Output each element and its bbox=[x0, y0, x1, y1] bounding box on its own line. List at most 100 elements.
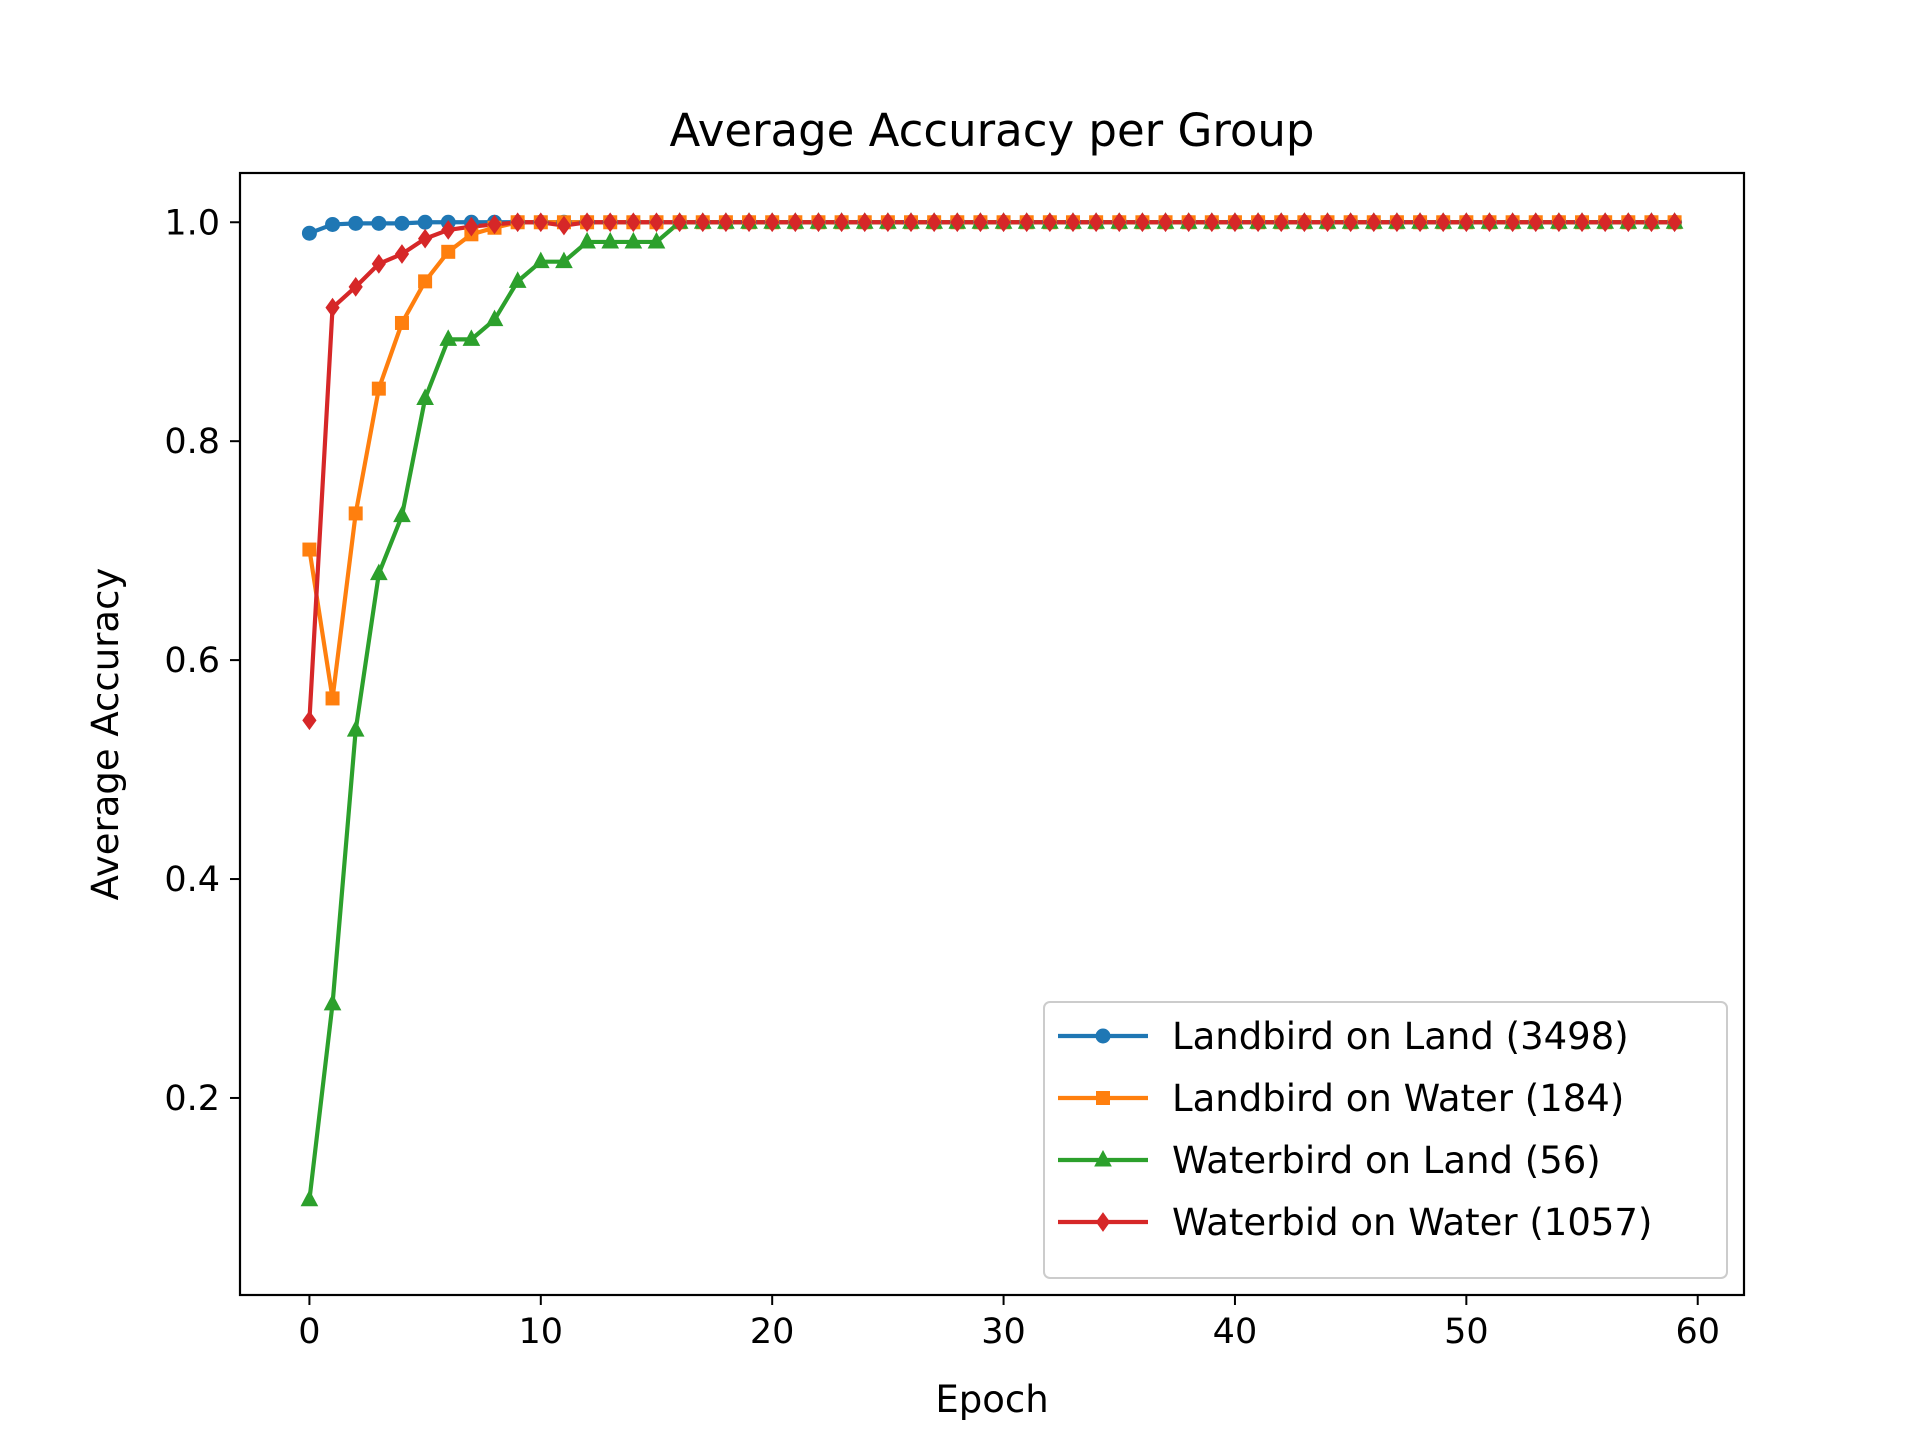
data-point-s3-7 bbox=[462, 329, 481, 346]
data-point-s4-11 bbox=[556, 215, 572, 236]
data-point-s2-5 bbox=[418, 274, 433, 289]
data-point-s4-4 bbox=[394, 244, 410, 264]
data-point-s4-44 bbox=[1320, 212, 1335, 233]
data-point-s4-45 bbox=[1343, 212, 1358, 233]
x-tick-label: 40 bbox=[1213, 1312, 1258, 1352]
x-tick-label: 20 bbox=[750, 1312, 795, 1352]
data-point-s4-13 bbox=[603, 212, 618, 233]
data-point-s2-3 bbox=[371, 381, 386, 396]
data-point-s3-10 bbox=[531, 251, 550, 269]
data-point-s4-36 bbox=[1135, 212, 1150, 233]
data-point-s4-18 bbox=[718, 212, 734, 233]
data-point-s4-49 bbox=[1436, 212, 1451, 233]
data-point-s4-37 bbox=[1158, 212, 1173, 233]
x-tick-label: 30 bbox=[981, 1312, 1026, 1352]
data-point-s3-0 bbox=[300, 1189, 319, 1207]
data-point-s4-46 bbox=[1366, 212, 1381, 233]
legend-label-1: Landbird on Land (3498) bbox=[1172, 1015, 1629, 1058]
data-point-s4-25 bbox=[880, 212, 895, 233]
data-point-s4-55 bbox=[1574, 212, 1590, 233]
data-point-s2-0 bbox=[302, 542, 317, 557]
data-point-s4-3 bbox=[371, 254, 386, 274]
data-point-s1-2 bbox=[348, 215, 364, 231]
data-point-s4-9 bbox=[510, 212, 525, 233]
data-point-s4-43 bbox=[1297, 212, 1312, 233]
data-point-s3-12 bbox=[578, 231, 596, 249]
data-point-s4-39 bbox=[1204, 212, 1219, 233]
x-tick-label: 0 bbox=[298, 1312, 320, 1352]
data-point-s3-1 bbox=[323, 993, 342, 1011]
data-point-s4-12 bbox=[579, 212, 595, 233]
data-point-s1-3 bbox=[371, 215, 387, 231]
data-point-s4-21 bbox=[788, 212, 803, 233]
x-axis-ticks: 0 10 20 30 40 50 60 bbox=[298, 1295, 1720, 1352]
y-tick-label: 0.4 bbox=[164, 860, 220, 900]
data-point-s4-32 bbox=[1042, 212, 1057, 233]
data-point-s4-52 bbox=[1505, 212, 1520, 233]
data-point-s4-42 bbox=[1274, 212, 1289, 233]
data-point-s4-24 bbox=[857, 212, 872, 233]
data-point-s4-27 bbox=[927, 212, 942, 233]
data-point-s4-19 bbox=[741, 212, 757, 233]
x-axis-label: Epoch bbox=[935, 1378, 1048, 1421]
series-markers bbox=[300, 212, 1684, 1207]
data-point-s4-15 bbox=[649, 212, 664, 233]
data-point-s4-14 bbox=[626, 212, 641, 233]
legend-label-3: Waterbird on Land (56) bbox=[1172, 1139, 1601, 1182]
data-point-s4-51 bbox=[1482, 212, 1497, 233]
y-tick-label: 0.6 bbox=[164, 641, 220, 681]
legend-marker-1 bbox=[1095, 1028, 1111, 1044]
data-point-s4-40 bbox=[1227, 212, 1243, 233]
y-tick-label: 1.0 bbox=[164, 203, 220, 243]
legend-box bbox=[1043, 1001, 1728, 1279]
data-point-s4-50 bbox=[1459, 212, 1474, 233]
data-point-s3-9 bbox=[508, 271, 527, 288]
plot-frame bbox=[238, 171, 1746, 1297]
data-point-s4-35 bbox=[1112, 212, 1127, 233]
y-tick-label: 0.2 bbox=[164, 1079, 220, 1119]
data-point-s4-17 bbox=[695, 212, 710, 233]
data-point-s4-41 bbox=[1250, 212, 1266, 233]
data-point-s2-6 bbox=[441, 244, 456, 259]
data-point-s3-13 bbox=[601, 231, 620, 249]
legend-label-2: Landbird on Water (184) bbox=[1172, 1077, 1624, 1120]
data-point-s3-6 bbox=[439, 329, 458, 346]
data-point-s4-31 bbox=[1019, 212, 1034, 233]
legend-marker-4 bbox=[1095, 1212, 1111, 1232]
data-point-s4-6 bbox=[441, 220, 456, 240]
data-point-s3-5 bbox=[416, 388, 434, 405]
data-point-s4-20 bbox=[765, 212, 780, 233]
data-point-s4-58 bbox=[1644, 212, 1659, 233]
legend-label-4: Waterbid on Water (1057) bbox=[1172, 1201, 1652, 1244]
data-point-s4-26 bbox=[903, 212, 919, 233]
data-point-s4-59 bbox=[1667, 212, 1682, 233]
y-axis-label: Average Accuracy bbox=[84, 568, 127, 901]
x-tick-label: 60 bbox=[1675, 1312, 1720, 1352]
data-point-s3-15 bbox=[647, 231, 666, 249]
chart-title: Average Accuracy per Group bbox=[670, 104, 1315, 157]
x-tick-label: 10 bbox=[519, 1312, 564, 1352]
data-point-s4-16 bbox=[672, 212, 687, 233]
data-point-s1-1 bbox=[325, 216, 341, 232]
data-point-s2-1 bbox=[325, 691, 340, 706]
data-point-s3-3 bbox=[369, 563, 388, 581]
data-point-s3-8 bbox=[485, 309, 504, 327]
data-point-s4-30 bbox=[996, 212, 1011, 233]
legend: Landbird on Land (3498) Landbird on Water… bbox=[1043, 1001, 1728, 1279]
data-point-s4-5 bbox=[417, 228, 433, 249]
data-point-s2-4 bbox=[394, 315, 409, 330]
data-point-s3-11 bbox=[555, 251, 573, 269]
data-point-s4-1 bbox=[325, 297, 340, 318]
data-point-s4-34 bbox=[1089, 212, 1104, 233]
data-point-s4-53 bbox=[1528, 212, 1543, 233]
data-point-s3-4 bbox=[393, 505, 411, 523]
data-point-s4-7 bbox=[464, 216, 479, 237]
data-point-s4-48 bbox=[1412, 212, 1428, 233]
data-point-s4-10 bbox=[533, 212, 548, 233]
data-point-s4-2 bbox=[348, 276, 363, 297]
legend-marker-2 bbox=[1096, 1091, 1110, 1105]
data-point-s1-4 bbox=[394, 215, 410, 231]
data-point-s4-8 bbox=[487, 214, 502, 235]
data-point-s2-2 bbox=[348, 506, 363, 521]
